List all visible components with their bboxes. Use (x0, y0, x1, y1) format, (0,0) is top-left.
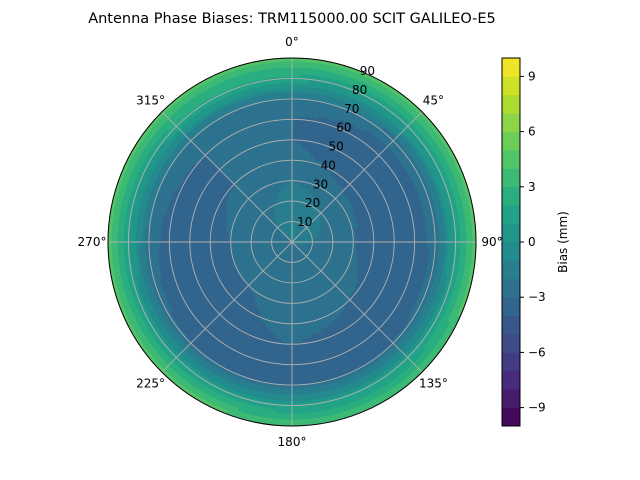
chart-title: Antenna Phase Biases: TRM115000.00 SCIT … (88, 11, 496, 27)
